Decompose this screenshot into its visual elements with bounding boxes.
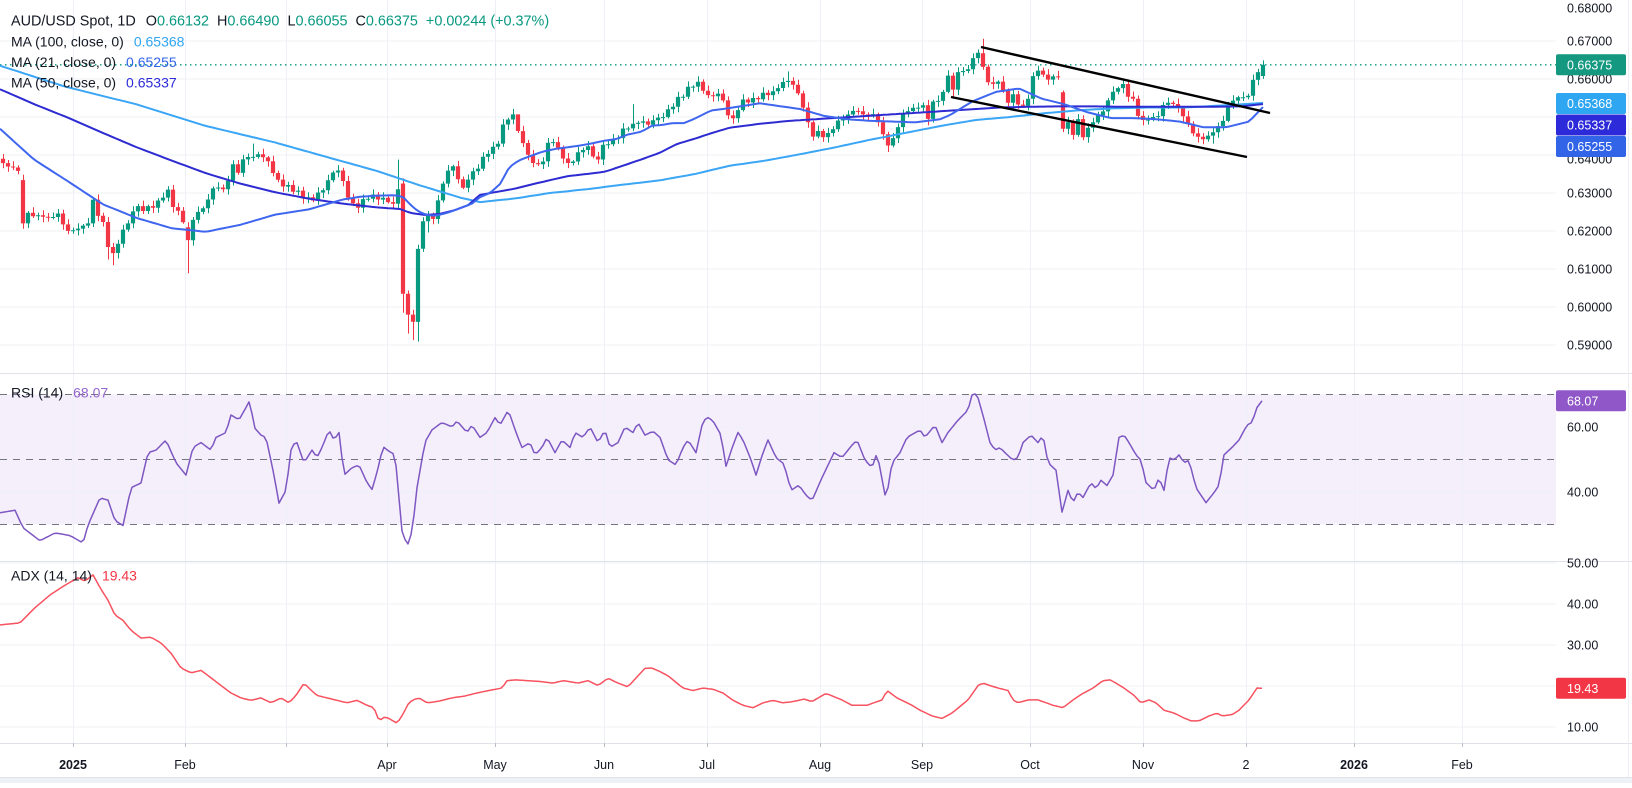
svg-text:MA (21, close, 0)0.65255: MA (21, close, 0) 0.65255 (11, 54, 177, 70)
svg-text:Jun: Jun (594, 758, 614, 772)
svg-text:0.62000: 0.62000 (1567, 225, 1612, 239)
svg-text:10.00: 10.00 (1567, 721, 1598, 735)
svg-text:Nov: Nov (1132, 758, 1155, 772)
svg-text:0.66000: 0.66000 (1567, 73, 1612, 87)
svg-text:MA (100, close, 0)0.65368: MA (100, close, 0) 0.65368 (11, 33, 185, 49)
svg-text:0.67000: 0.67000 (1567, 35, 1612, 49)
svg-text:19.43: 19.43 (1567, 682, 1598, 696)
svg-text:2: 2 (1243, 758, 1250, 772)
svg-text:Feb: Feb (1451, 758, 1473, 772)
svg-text:60.00: 60.00 (1567, 421, 1598, 435)
svg-text:Feb: Feb (174, 758, 196, 772)
svg-text:Jul: Jul (699, 758, 715, 772)
svg-text:0.60000: 0.60000 (1567, 301, 1612, 315)
svg-text:0.65368: 0.65368 (1567, 97, 1612, 111)
svg-text:Oct: Oct (1020, 758, 1040, 772)
svg-text:MA (50, close, 0)0.65337: MA (50, close, 0) 0.65337 (11, 75, 177, 91)
svg-text:0.61000: 0.61000 (1567, 263, 1612, 277)
svg-text:50.00: 50.00 (1567, 557, 1598, 571)
svg-text:Aug: Aug (809, 758, 831, 772)
svg-text:30.00: 30.00 (1567, 639, 1598, 653)
svg-text:0.66375: 0.66375 (1567, 58, 1612, 72)
svg-text:Sep: Sep (911, 758, 933, 772)
svg-text:40.00: 40.00 (1567, 598, 1598, 612)
svg-text:0.65255: 0.65255 (1567, 140, 1612, 154)
svg-text:0.63000: 0.63000 (1567, 187, 1612, 201)
svg-text:2026: 2026 (1340, 758, 1368, 772)
svg-text:May: May (483, 758, 507, 772)
svg-text:Apr: Apr (377, 758, 396, 772)
svg-text:RSI (14)68.07: RSI (14) 68.07 (11, 385, 108, 401)
svg-text:68.07: 68.07 (1567, 394, 1598, 408)
svg-text:0.65337: 0.65337 (1567, 119, 1612, 133)
svg-text:0.68000: 0.68000 (1567, 2, 1612, 16)
svg-text:0.59000: 0.59000 (1567, 339, 1612, 353)
svg-text:40.00: 40.00 (1567, 486, 1598, 500)
svg-text:2025: 2025 (59, 758, 87, 772)
svg-text:ADX (14, 14)19.43: ADX (14, 14) 19.43 (11, 568, 137, 584)
